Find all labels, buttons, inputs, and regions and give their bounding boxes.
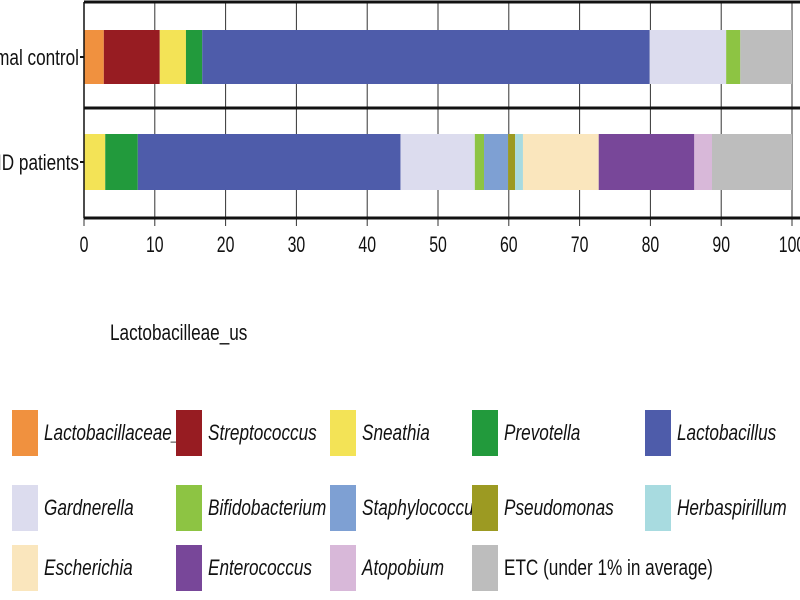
legend-label: ETC (under 1% in average)	[504, 555, 713, 580]
legend-swatch	[176, 410, 202, 456]
legend-swatch	[330, 485, 356, 531]
legend-item: Escherichia	[12, 545, 158, 591]
legend-item: Streptococcus	[176, 410, 347, 456]
bar-segment	[726, 30, 741, 84]
bar-segment	[185, 30, 203, 84]
bar-segment	[202, 30, 650, 84]
bar-segment	[508, 134, 516, 190]
legend-label: Pseudomonas	[504, 495, 614, 520]
bar-segment	[474, 134, 485, 190]
x-tick-label: 0	[80, 234, 89, 258]
legend-item: Lactobacillus	[645, 410, 800, 456]
bar-segment	[103, 30, 160, 84]
x-tick-label: 100	[779, 234, 800, 258]
x-tick-label: 10	[146, 234, 164, 258]
legend-swatch	[176, 545, 202, 591]
legend-swatch	[645, 410, 671, 456]
bar-segment	[522, 134, 599, 190]
x-tick-label: 80	[642, 234, 660, 258]
legend-item: Herbaspirillum	[645, 485, 800, 531]
y-tick-label: Normal control	[0, 46, 79, 71]
legend-swatch	[12, 545, 38, 591]
bar-segment	[740, 30, 792, 84]
bar-segment	[400, 134, 475, 190]
bar-segment	[711, 134, 792, 190]
bar-segment	[484, 134, 509, 190]
x-tick-label: 70	[571, 234, 589, 258]
legend-item: Lactobacillaceae_uc	[12, 410, 243, 456]
legend-label: Staphylococcus	[362, 495, 483, 520]
legend-label: Gardnerella	[44, 495, 134, 520]
legend-label: Prevotella	[504, 420, 581, 445]
legend-item: Prevotella	[472, 410, 602, 456]
legend-label: Enterococcus	[208, 555, 312, 580]
legend-label: Atopobium	[362, 555, 445, 580]
x-tick-label: 40	[358, 234, 376, 258]
bar-segment	[84, 30, 104, 84]
legend-swatch	[472, 545, 498, 591]
legend-label: Bifidobacterium	[208, 495, 327, 520]
x-tick-label: 50	[429, 234, 447, 258]
bar-segment	[694, 134, 712, 190]
legend-label: Sneathia	[362, 420, 430, 445]
legend-item: Bifidobacterium	[176, 485, 360, 531]
legend-label: Herbaspirillum	[677, 495, 787, 520]
legend-swatch	[472, 410, 498, 456]
legend-label: Lactobacillaceae_uc	[44, 420, 200, 445]
bar-segment	[649, 30, 727, 84]
legend-item: Enterococcus	[176, 545, 341, 591]
legend-item: Pseudomonas	[472, 485, 645, 531]
bar-segment	[84, 134, 106, 190]
extra-label: Lactobacilleae_us	[110, 320, 248, 345]
x-tick-label: 60	[500, 234, 518, 258]
legend-item: Sneathia	[330, 410, 449, 456]
legend-item: Gardnerella	[12, 485, 159, 531]
legend-swatch	[176, 485, 202, 531]
legend-swatch	[330, 545, 356, 591]
bar-segment	[159, 30, 186, 84]
bar-segment	[137, 134, 401, 190]
legend-label: Lactobacillus	[677, 420, 777, 445]
bar-segment	[105, 134, 138, 190]
x-tick-label: 90	[712, 234, 730, 258]
legend-swatch	[645, 485, 671, 531]
legend-swatch	[12, 485, 38, 531]
legend-swatch	[12, 410, 38, 456]
legend-item: Atopobium	[330, 545, 467, 591]
stacked-bar-chart: Normal control PID patients 0 10 20 30 40 50 60 7…	[0, 0, 800, 258]
bar-segment	[515, 134, 523, 190]
legend-item: ETC (under 1% in average)	[472, 545, 772, 591]
legend-label: Streptococcus	[208, 420, 317, 445]
bar-segment	[598, 134, 695, 190]
x-tick-label: 30	[288, 234, 306, 258]
legend-swatch	[472, 485, 498, 531]
legend-swatch	[330, 410, 356, 456]
y-tick-label: PID patients	[0, 151, 79, 176]
legend-label: Escherichia	[44, 555, 133, 580]
legend-item: Staphylococcus	[330, 485, 516, 531]
x-tick-label: 20	[217, 234, 235, 258]
